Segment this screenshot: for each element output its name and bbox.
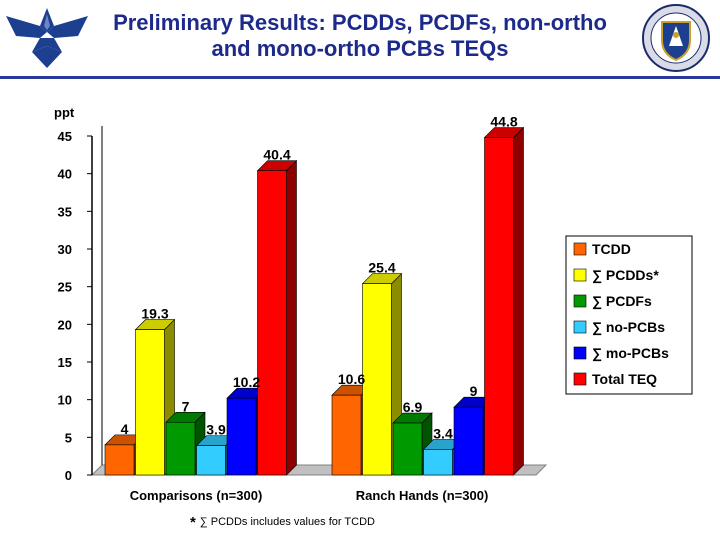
bar-value-label: 9 [470,383,478,399]
footnote-star: * [190,514,196,531]
bar-front [331,394,362,476]
bar-value-label: 10.2 [233,374,260,390]
legend-label: ∑ PCDDs* [592,267,659,284]
bar-side [286,159,297,476]
bar-value-label: 10.6 [338,371,365,387]
bar-front [484,137,514,476]
legend-swatch [573,346,587,360]
unit-shield-emblem-icon [642,4,710,72]
bar [392,412,433,476]
legend-swatch [573,294,587,308]
legend-swatch [573,268,587,282]
y-tick-label: 0 [65,468,72,483]
bar [256,159,298,476]
legend-label: ∑ mo-PCBs [592,345,669,362]
bar-value-label: 3.4 [433,425,453,441]
slide-title: Preliminary Results: PCDDs, PCDFs, non-o… [113,10,607,61]
legend-label: ∑ PCDFs [592,293,652,310]
legend-label: Total TEQ [592,371,657,387]
legend-swatch [573,320,587,334]
legend-swatch [573,242,587,256]
y-axis: 0 5 10 15 20 25 30 35 40 45 ppt [54,105,93,483]
x-category-label: Comparisons (n=300) [130,488,263,503]
bar-value-label: 4 [121,421,129,437]
bar-side [513,126,524,476]
y-tick-label: 5 [65,430,72,445]
bar-front [165,421,196,476]
footnote-text: ∑ PCDDs includes values for TCDD [199,516,375,528]
y-tick-label: 40 [58,167,72,182]
bar-front [196,445,226,476]
footnote: * ∑ PCDDs includes values for TCDD [190,514,375,531]
bar-value-label: 6.9 [403,399,423,415]
bar [483,126,525,476]
bar-front [423,449,453,476]
title-rule [0,76,720,79]
y-tick-label: 45 [58,129,72,144]
bar-value-label: 44.8 [490,114,517,130]
y-axis-unit-label: ppt [54,105,75,120]
y-tick-label: 10 [58,393,72,408]
bar-front [135,329,165,476]
legend-label: TCDD [592,241,631,257]
y-tick-label: 30 [58,242,72,257]
bar-value-label: 25.4 [368,260,395,276]
bar-labels: 4 19.3 7 3.9 10.2 40.4 10.6 25.4 6.9 3.4 9 44.8 [121,114,518,442]
x-category-label: Ranch Hands (n=300) [356,488,489,503]
bar-value-label: 19.3 [141,306,168,322]
y-tick-label: 25 [58,280,72,295]
bar-value-label: 3.9 [206,422,226,438]
bar-front [257,170,287,476]
air-force-wings-logo-icon [6,8,88,68]
x-axis: Comparisons (n=300) Ranch Hands (n=300) [130,488,489,503]
bar-value-label: 40.4 [263,147,290,163]
legend-swatch [573,372,587,386]
legend: TCDD ∑ PCDDs* ∑ PCDFs ∑ no-PCBs ∑ mo-PCBs Tot… [565,235,693,395]
legend-box [565,235,693,395]
bar-front [362,283,392,476]
bar-front [453,406,484,476]
y-tick-label: 35 [58,204,72,219]
bar-front [226,397,257,476]
legend-label: ∑ no-PCBs [592,319,665,336]
y-tick-label: 15 [58,355,72,370]
bar-front [392,422,423,476]
y-tick-label: 20 [58,317,72,332]
bar-front [104,444,135,476]
bar-value-label: 7 [182,398,190,414]
bars [104,126,525,476]
